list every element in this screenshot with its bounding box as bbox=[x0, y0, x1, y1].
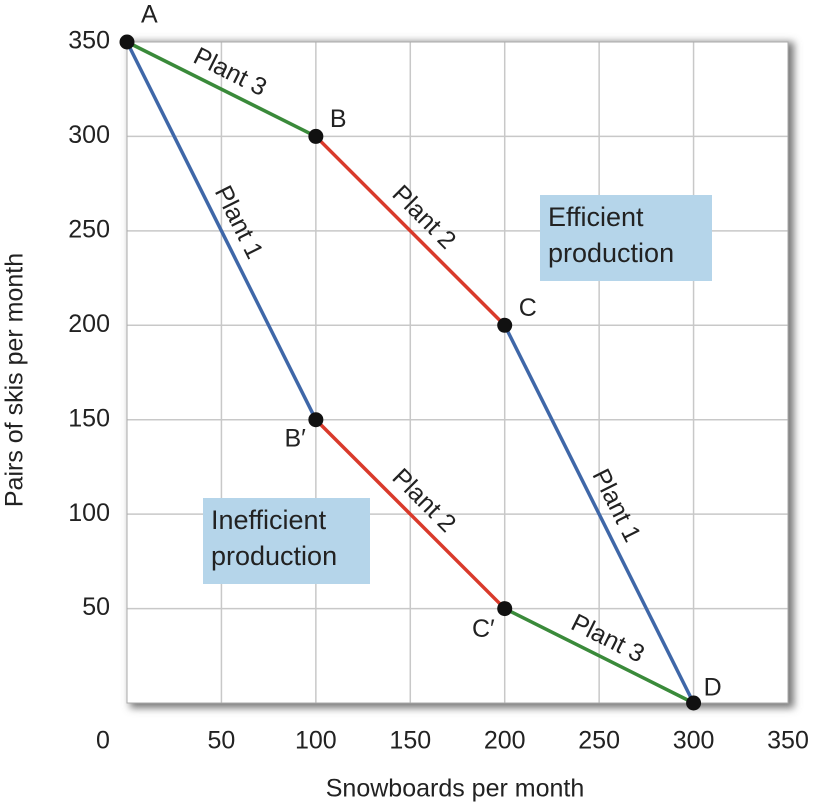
point-label: C′ bbox=[472, 615, 495, 643]
point bbox=[497, 317, 513, 333]
x-tick-label: 300 bbox=[673, 727, 715, 755]
x-tick-label: 350 bbox=[767, 727, 809, 755]
x-tick-label: 150 bbox=[389, 727, 431, 755]
point bbox=[308, 412, 324, 428]
line-segment bbox=[126, 40, 317, 138]
line-segment bbox=[314, 135, 506, 327]
annotation-box bbox=[540, 195, 712, 281]
y-tick-label: 250 bbox=[68, 215, 110, 243]
point-label: A bbox=[141, 1, 158, 29]
line-segment bbox=[503, 607, 695, 705]
plot-frame bbox=[126, 41, 789, 704]
line-segment bbox=[125, 41, 318, 421]
point-label: D bbox=[704, 674, 722, 702]
point-label: C bbox=[519, 294, 537, 322]
point-label: B′ bbox=[284, 424, 306, 452]
point-label: B bbox=[330, 105, 347, 133]
point bbox=[119, 34, 135, 50]
annotation-text: Inefficient bbox=[211, 505, 327, 535]
annotation-text: Efficient bbox=[548, 202, 644, 232]
line-segment bbox=[314, 418, 506, 610]
plot-area bbox=[127, 42, 788, 703]
annotation-box bbox=[203, 498, 370, 584]
x-tick-label: 200 bbox=[484, 727, 526, 755]
y-tick-label: 50 bbox=[82, 593, 110, 621]
annotation-text: production bbox=[548, 238, 674, 268]
y-tick-label: 100 bbox=[68, 499, 110, 527]
x-tick-label: 250 bbox=[578, 727, 620, 755]
point bbox=[686, 695, 702, 711]
y-axis-title: Pairs of skis per month bbox=[1, 253, 29, 507]
x-tick-label: 0 bbox=[96, 727, 110, 755]
annotation-text: production bbox=[211, 541, 337, 571]
y-tick-label: 150 bbox=[68, 404, 110, 432]
x-tick-label: 100 bbox=[295, 727, 337, 755]
x-axis-title: Snowboards per month bbox=[326, 775, 584, 803]
y-tick-label: 350 bbox=[68, 27, 110, 55]
y-tick-label: 200 bbox=[68, 310, 110, 338]
x-tick-label: 50 bbox=[208, 727, 236, 755]
y-tick-label: 300 bbox=[68, 121, 110, 149]
point bbox=[497, 601, 513, 617]
line-segment bbox=[503, 324, 696, 704]
point bbox=[308, 128, 324, 144]
